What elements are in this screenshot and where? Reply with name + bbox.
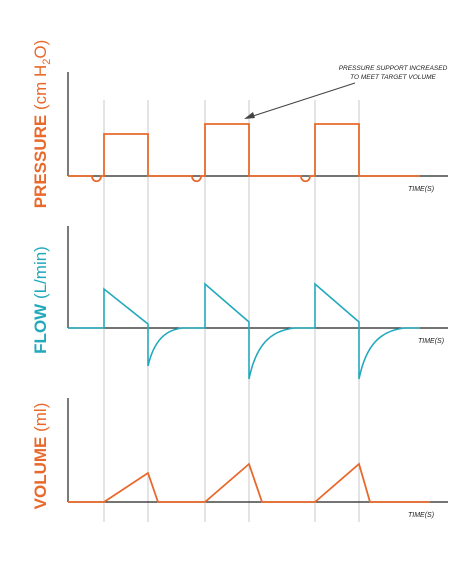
pressure-label-main: PRESSURE — [31, 115, 50, 209]
pressure-panel: TIME(S) PRESSURE (cm H2O) PRESSURE SUPPO… — [31, 40, 448, 209]
flow-panel: TIME(S) FLOW (L/min) — [31, 226, 448, 380]
pressure-trace — [68, 123, 420, 183]
flow-trace — [68, 282, 420, 380]
time-guides — [103, 100, 360, 522]
flow-y-label: FLOW (L/min) — [31, 246, 50, 354]
pressure-label-end: O) — [31, 40, 50, 59]
pressure-label-unit: (cm H — [31, 65, 50, 115]
volume-panel: TIME(S) VOLUME (ml) — [31, 398, 448, 519]
annotation-line-2: TO MEET TARGET VOLUME — [350, 74, 436, 81]
volume-trace — [68, 462, 430, 503]
pressure-y-label: PRESSURE (cm H2O) — [31, 40, 53, 209]
annotation-arrow — [244, 82, 356, 119]
volume-x-label: TIME(S) — [408, 512, 434, 519]
volume-y-label: VOLUME (ml) — [31, 403, 50, 510]
volume-label-main: VOLUME — [31, 437, 50, 510]
flow-x-label: TIME(S) — [418, 338, 444, 345]
flow-label-unit: (L/min) — [31, 246, 50, 304]
pressure-x-label: TIME(S) — [408, 186, 434, 193]
flow-label-main: FLOW — [31, 303, 50, 354]
pressure-label-sub: 2 — [41, 59, 53, 65]
annotation-line-1: PRESSURE SUPPORT INCREASED — [339, 65, 448, 72]
volume-label-unit: (ml) — [31, 403, 50, 437]
